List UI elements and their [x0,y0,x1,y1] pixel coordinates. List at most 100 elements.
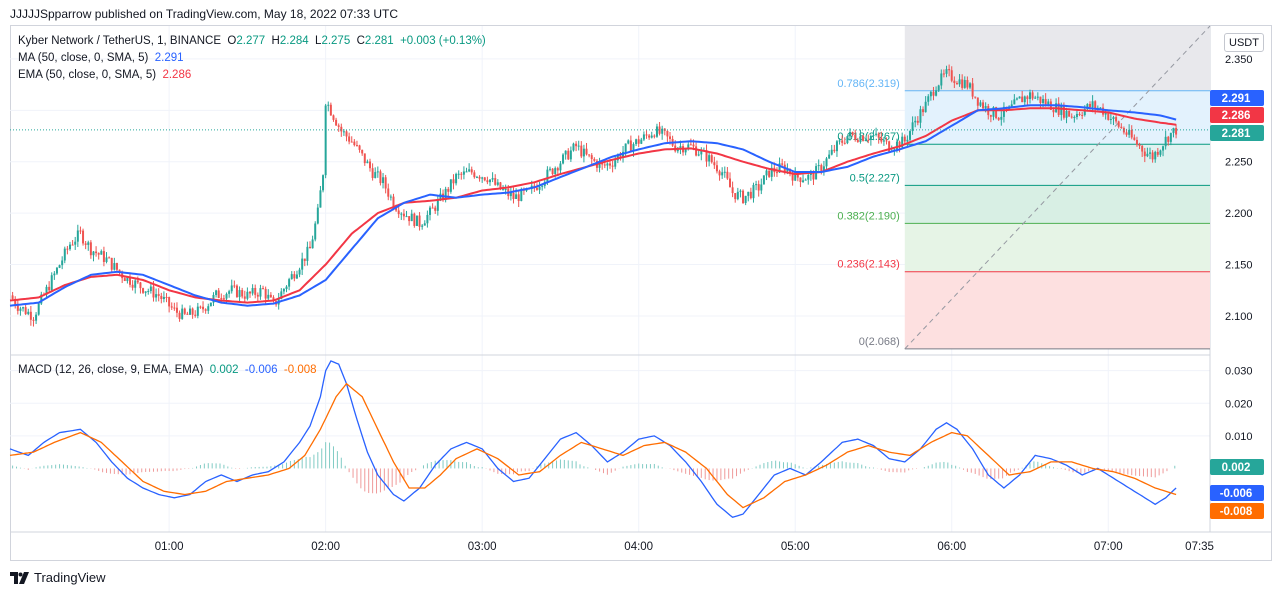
publisher-line: JJJJJSpparrow published on TradingView.c… [10,7,398,21]
candle [1015,97,1018,101]
candle-body [770,167,773,177]
candle [269,292,272,298]
candle [473,170,476,179]
candle-body [319,190,322,208]
candle [22,306,25,312]
candle-body [559,163,562,171]
candle-body [948,69,951,71]
candle-body [885,140,888,142]
currency-button[interactable]: USDT [1224,33,1264,52]
candle-body [846,136,849,144]
candle-body [473,172,476,178]
candle-body [421,225,424,227]
macd-value-tag: 0.002 [1210,459,1264,475]
legend-symbol: Kyber Network / TetherUS, 1, BINANCE [18,35,222,47]
candle [58,264,61,269]
candle [1070,113,1073,119]
candle-body [58,265,61,268]
candle-body [1047,101,1050,105]
candle [136,276,139,285]
candle [452,174,455,190]
candle-body [222,298,225,300]
candle-body [217,290,220,298]
candle-body [765,170,768,176]
candle-body [718,171,721,176]
candle-body [452,179,455,184]
candle [1146,147,1149,158]
candle-body [708,155,711,162]
candle [1149,147,1151,160]
candle-body [1149,152,1151,154]
candle [509,187,512,201]
candle [486,176,489,185]
candle-body [911,122,914,132]
candle-body [1104,112,1107,115]
candle-body [350,141,353,143]
macd-tag-label: 0.002 [1222,462,1251,474]
candle [713,156,716,169]
candle-body [932,91,935,96]
candle-body [199,306,202,308]
candle-body [259,288,262,297]
candle [1034,95,1037,99]
candle-body [715,165,718,172]
candle [927,94,930,106]
macd-tag-label: -0.006 [1220,488,1253,500]
price-tag-box [1210,90,1264,106]
candle-body [1070,116,1073,118]
candle [640,137,643,145]
legend-open-label: O [227,35,237,47]
macd-tag-label: -0.008 [1220,506,1253,518]
candle [828,150,831,160]
legend-low-label: L [315,35,322,47]
candle [1018,96,1021,99]
candle-body [922,109,925,113]
candle [963,76,966,89]
candle-body [809,173,812,175]
candle-body [256,294,259,297]
candle-body [246,291,249,299]
candle [710,153,713,164]
candle-body [648,135,651,138]
candle-body [1010,104,1013,107]
candle-body [215,290,218,295]
candle-body [689,144,692,146]
price-tag: 2.286 [1210,107,1264,123]
price-tag-box [1210,107,1264,123]
macd-value-tag: -0.008 [1210,503,1264,519]
candle-body [269,294,272,298]
candle-body [35,314,38,321]
candle-body [1109,119,1112,121]
candle [935,86,938,97]
candle [233,280,236,289]
candle-body [520,189,523,201]
candle-body [752,184,755,199]
candle-body [828,154,831,159]
candle [551,168,554,176]
candle [590,153,593,165]
candle-body [126,276,129,282]
candle [79,226,82,235]
candle-body [603,164,606,166]
candle [170,302,173,310]
fib-level-label: 0.236(2.143) [837,259,899,271]
candle-body [757,184,760,191]
candle [635,138,638,147]
candle [969,82,971,90]
candle-body [298,269,301,275]
candle-body [655,126,658,137]
candle-body [155,294,158,298]
candle-body [927,96,930,102]
candle [131,280,134,291]
candle-body [1107,112,1110,120]
candle [653,134,656,139]
candle [267,289,270,302]
candle-body [919,109,922,123]
candle-body [1062,105,1065,118]
candle-body [235,285,238,298]
candle-body [1130,129,1133,138]
candle [358,144,361,153]
candle [888,140,891,153]
candle-body [1015,98,1018,100]
